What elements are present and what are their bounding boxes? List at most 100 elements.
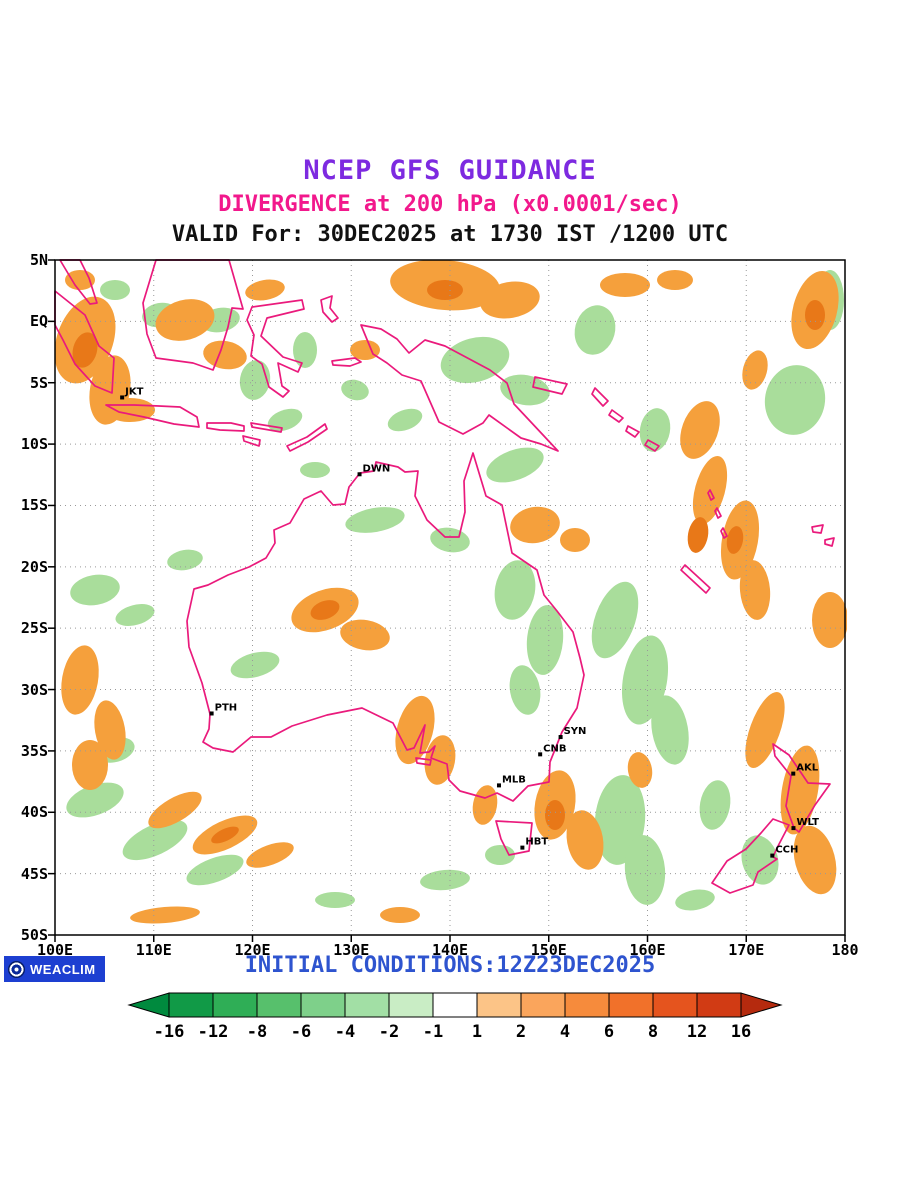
coastline (707, 489, 715, 501)
colorbar-tick-label: -16 (154, 1022, 185, 1042)
page-subtitle: DIVERGENCE at 200 hPa (x0.0001/sec) (218, 192, 682, 217)
coastline (250, 422, 283, 433)
divergence-shade-positive (812, 592, 847, 648)
lat-label-40s: 40S (20, 803, 48, 822)
colorbar-tick-label: 16 (731, 1022, 751, 1042)
divergence-shade-negative (293, 332, 317, 368)
divergence-shade-negative (741, 835, 779, 885)
divergence-shade-positive (627, 752, 653, 788)
coastline (320, 295, 339, 323)
colorbar-segment (212, 992, 258, 1018)
colorbar-segment (476, 992, 522, 1018)
city-marker-hbt (520, 845, 525, 850)
city-marker-dwn (357, 472, 362, 477)
lat-label-30s: 30S (20, 680, 48, 699)
divergence-shade-positive (510, 506, 560, 544)
divergence-shade-positive (94, 700, 126, 760)
coastline (242, 435, 261, 447)
city-marker-wlt (791, 826, 796, 831)
divergence-shade-positive (246, 842, 294, 868)
divergence-shade-negative (167, 549, 203, 571)
city-label-pth: PTH (215, 702, 238, 713)
city-marker-mlb (496, 783, 501, 788)
divergence-shade-positive (130, 906, 200, 924)
lat-label-50s: 50S (20, 926, 48, 944)
coastline (644, 439, 660, 452)
colorbar-segment (608, 992, 654, 1018)
divergence-shade-negative (591, 581, 639, 659)
divergence-shade-positive-strong (427, 280, 463, 300)
divergence-shade-positive (245, 279, 285, 301)
divergence-shade-positive (148, 791, 202, 829)
coastline (105, 404, 200, 428)
divergence-shade-negative (70, 574, 120, 606)
divergence-shade-positive-strong (545, 800, 565, 830)
city-label-syn: SYN (564, 726, 587, 737)
colorbar-tick-label: 12 (687, 1022, 707, 1042)
coastline (331, 357, 362, 367)
city-label-mlb: MLB (502, 774, 526, 785)
coastline (720, 527, 728, 539)
coastline (680, 564, 711, 594)
map-border (54, 259, 846, 936)
colorbar-tick-label: -6 (291, 1022, 311, 1042)
coastline (246, 299, 305, 398)
lon-label-100e: 100E (36, 941, 74, 959)
divergence-shade-positive-strong (211, 826, 239, 844)
lat-label-5n: 5N (29, 251, 48, 269)
coastline (206, 422, 245, 432)
divergence-shade-negative (420, 869, 470, 891)
city-marker-pth (209, 711, 214, 716)
colorbar-segment (652, 992, 698, 1018)
lon-label-180: 180 (831, 941, 859, 959)
divergence-shade-negative (300, 462, 330, 478)
colorbar-arrow-left (127, 992, 170, 1018)
coastline (286, 423, 328, 452)
divergence-shade-negative (239, 360, 271, 400)
divergence-shade-positive-strong (805, 300, 825, 330)
divergence-shade-positive (350, 340, 380, 360)
coastline (415, 757, 432, 766)
city-label-cch: CCH (775, 845, 798, 856)
colorbar-segment (564, 992, 610, 1018)
city-marker-cnb (538, 752, 543, 757)
colorbar-tick-label: -8 (247, 1022, 267, 1042)
divergence-shade-positive (61, 645, 99, 715)
colorbar-tick-label: 8 (648, 1022, 658, 1042)
divergence-shade-positive-strong (687, 517, 709, 553)
divergence-shade-positive (739, 560, 771, 620)
divergence-shade-negative (486, 447, 544, 483)
divergence-shade-negative (186, 854, 244, 886)
colorbar-segment (520, 992, 566, 1018)
divergence-shade-negative (341, 379, 369, 401)
divergence-shade-negative (387, 408, 423, 432)
divergence-shade-negative (675, 889, 715, 911)
divergence-shade-positive (340, 619, 390, 651)
divergence-shade-positive (72, 740, 108, 790)
lat-label-20s: 20S (20, 557, 48, 576)
divergence-shade-negative (526, 605, 564, 675)
lon-label-160e: 160E (629, 941, 666, 959)
colorbar-tick-label: -12 (198, 1022, 229, 1042)
lat-label-45s: 45S (20, 864, 48, 883)
lat-label-15s: 15S (20, 496, 48, 515)
colorbar-segment (388, 992, 434, 1018)
coastline (811, 524, 824, 534)
divergence-shade-negative (651, 695, 689, 765)
city-marker-akl (791, 771, 796, 776)
divergence-shade-negative (122, 819, 188, 861)
colorbar-legend: -16 -12 -8 -6 -4 -2 -1 1 2 4 6 8 12 16 (127, 992, 783, 1042)
colorbar-segment (696, 992, 742, 1018)
divergence-shade-positive (203, 340, 247, 370)
divergence-shade-positive (566, 810, 604, 870)
city-marker-syn (558, 735, 563, 740)
coastline (772, 743, 831, 833)
coastline (625, 425, 640, 438)
city-marker-cch (770, 853, 775, 858)
divergence-shade-positive (560, 528, 590, 552)
divergence-shade-negative (485, 845, 515, 865)
coastline (54, 290, 115, 394)
divergence-shade-positive (742, 350, 768, 390)
weaclim-logo-text: WEACLIM (30, 961, 96, 977)
